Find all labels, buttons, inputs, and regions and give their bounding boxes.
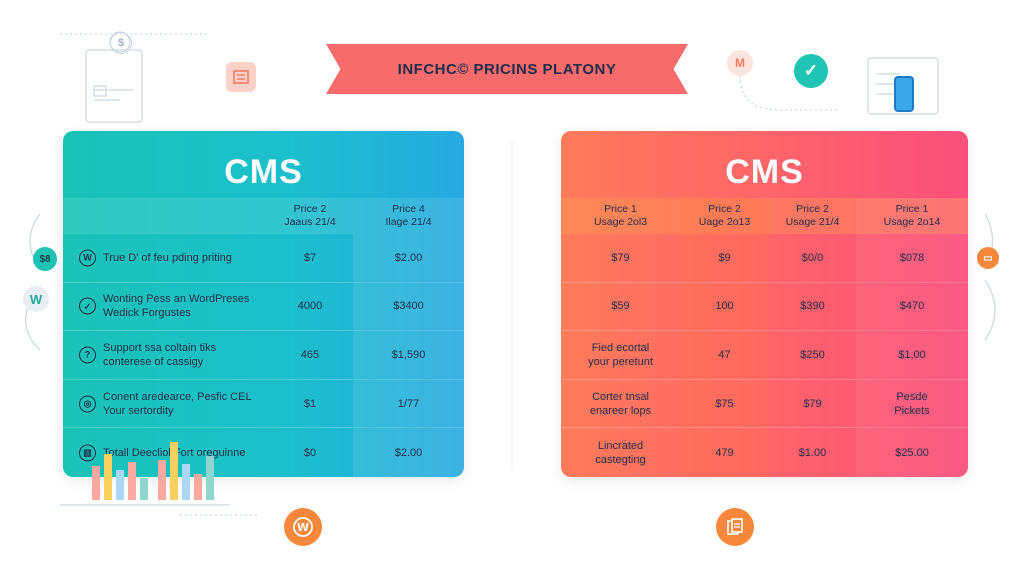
- right-pricing-card: CMS Price 1 Usage 2ol3 Price 2 Uage 2o13…: [561, 131, 968, 477]
- wordpress-icon: W: [79, 249, 96, 267]
- right-header-price-1b: Price 1 Usage 2o14: [856, 198, 968, 234]
- cell-value: $1.00: [798, 446, 827, 459]
- table-row: Corter tnsal enareer lops $75 $79 Pesde …: [561, 379, 968, 429]
- dollar-badge: $8: [33, 247, 57, 271]
- left-header-price-2: Price 2 Jaaus 21/4: [284, 203, 336, 228]
- right-header-row: Price 1 Usage 2ol3 Price 2 Uage 2o13 Pri…: [561, 198, 968, 234]
- cell-value: Lincrated castegting: [595, 439, 646, 466]
- cell-value: $9: [680, 234, 769, 282]
- price-value: 465: [300, 348, 320, 361]
- right-header-price-2a: Price 2 Uage 2o13: [680, 198, 769, 234]
- document-icon: [226, 62, 256, 92]
- decorative-bar-graphic: [92, 442, 214, 500]
- price-value: $7: [303, 251, 317, 264]
- globe-icon: ◎: [79, 395, 96, 413]
- right-card-title: CMS: [725, 153, 804, 191]
- right-header-price-2b: Price 2 Usage 21/4: [785, 203, 840, 228]
- left-pricing-card: CMS Price 2 Jaaus 21/4 Price 4 Ilage 21/…: [63, 131, 464, 477]
- right-header-price-1a: Price 1 Usage 2ol3: [593, 203, 648, 228]
- cell-value: $1,00: [856, 331, 968, 379]
- chart-icon: ▥: [79, 444, 96, 462]
- support-icon: ?: [79, 346, 96, 364]
- right-rows: $79 $9 $0/0 $078 $59 100 $390 $470 Fied …: [561, 234, 968, 477]
- document-stack-icon: [716, 508, 754, 546]
- left-card-title: CMS: [224, 153, 303, 191]
- price-value: $1,590: [353, 331, 464, 379]
- cell-value: $078: [856, 234, 968, 282]
- cell-value: $59: [611, 300, 630, 313]
- cell-value: $470: [856, 282, 968, 331]
- table-row: Fied ecortal your peretunt 47 $250 $1,00: [561, 331, 968, 380]
- price-value: $0: [303, 446, 317, 459]
- price-value: $2.00: [353, 428, 464, 477]
- svg-text:W: W: [297, 521, 309, 534]
- feature-label: Conent aredearce, Pesfic CEL: [103, 390, 252, 403]
- price-value: $3400: [353, 282, 464, 331]
- cell-value: $390: [800, 300, 825, 313]
- price-value: $1: [303, 397, 317, 410]
- feature-label: Support ssa coltain tiks: [103, 341, 217, 354]
- left-header-row: Price 2 Jaaus 21/4 Price 4 Ilage 21/4: [63, 198, 464, 234]
- table-row: ? Support ssa coltain tiks conterese of …: [63, 331, 464, 380]
- left-header-feature: [63, 198, 267, 234]
- table-row: $79 $9 $0/0 $078: [561, 234, 968, 283]
- table-row: W True D' of feu pding priting $7 $2.00: [63, 234, 464, 283]
- cell-value: $25.00: [856, 428, 968, 477]
- feature-label: Wedick Forgustes: [103, 307, 191, 320]
- feature-label: Wonting Pess an WordPreses: [103, 293, 250, 306]
- cell-value: $250: [800, 348, 825, 361]
- cell-value: Pesde Pickets: [856, 379, 968, 428]
- m-badge: M: [727, 50, 753, 76]
- table-row: ▥ Totall Deecliol Fort oreguinne $0 $2.0…: [63, 428, 464, 477]
- cell-value: $0/0: [801, 251, 824, 264]
- cell-value: 100: [680, 282, 769, 331]
- table-row: ◎ Conent aredearce, Pesfic CEL Your sert…: [63, 379, 464, 429]
- cell-value: $79: [803, 397, 822, 410]
- cell-value: 479: [680, 428, 769, 477]
- left-header-price-4: Price 4 Ilage 21/4: [385, 203, 432, 228]
- left-rows: W True D' of feu pding priting $7 $2.00 …: [63, 234, 464, 477]
- check-circle-icon: ✓: [79, 297, 96, 315]
- pricing-banner: INFCHC© PRICINS PLATONY: [326, 44, 688, 94]
- price-value: $2.00: [353, 234, 464, 282]
- ticket-icon: ▭: [977, 247, 999, 269]
- cell-value: Fied ecortal your peretunt: [588, 341, 653, 368]
- table-row: Lincrated castegting 479 $1.00 $25.00: [561, 428, 968, 477]
- document-chat-icon: $: [110, 32, 132, 54]
- wordpress-badge: W: [23, 286, 49, 312]
- table-row: ✓ Wonting Pess an WordPreses Wedick Forg…: [63, 282, 464, 332]
- feature-label: Your sertordity: [103, 404, 174, 417]
- banner-title: INFCHC© PRICINS PLATONY: [397, 60, 617, 78]
- feature-label: conterese of cassigy: [103, 355, 204, 368]
- wordpress-icon: W: [284, 508, 322, 546]
- price-value: 4000: [297, 300, 323, 313]
- check-icon: ✓: [794, 54, 828, 88]
- cell-value: 47: [680, 331, 769, 379]
- phone-icon: [894, 76, 914, 112]
- cell-value: Corter tnsal enareer lops: [589, 390, 652, 417]
- table-row: $59 100 $390 $470: [561, 282, 968, 332]
- cell-value: $79: [611, 251, 630, 264]
- feature-label: True D' of feu pding priting: [103, 251, 232, 264]
- price-value: 1/77: [353, 379, 464, 428]
- cell-value: $75: [680, 379, 769, 428]
